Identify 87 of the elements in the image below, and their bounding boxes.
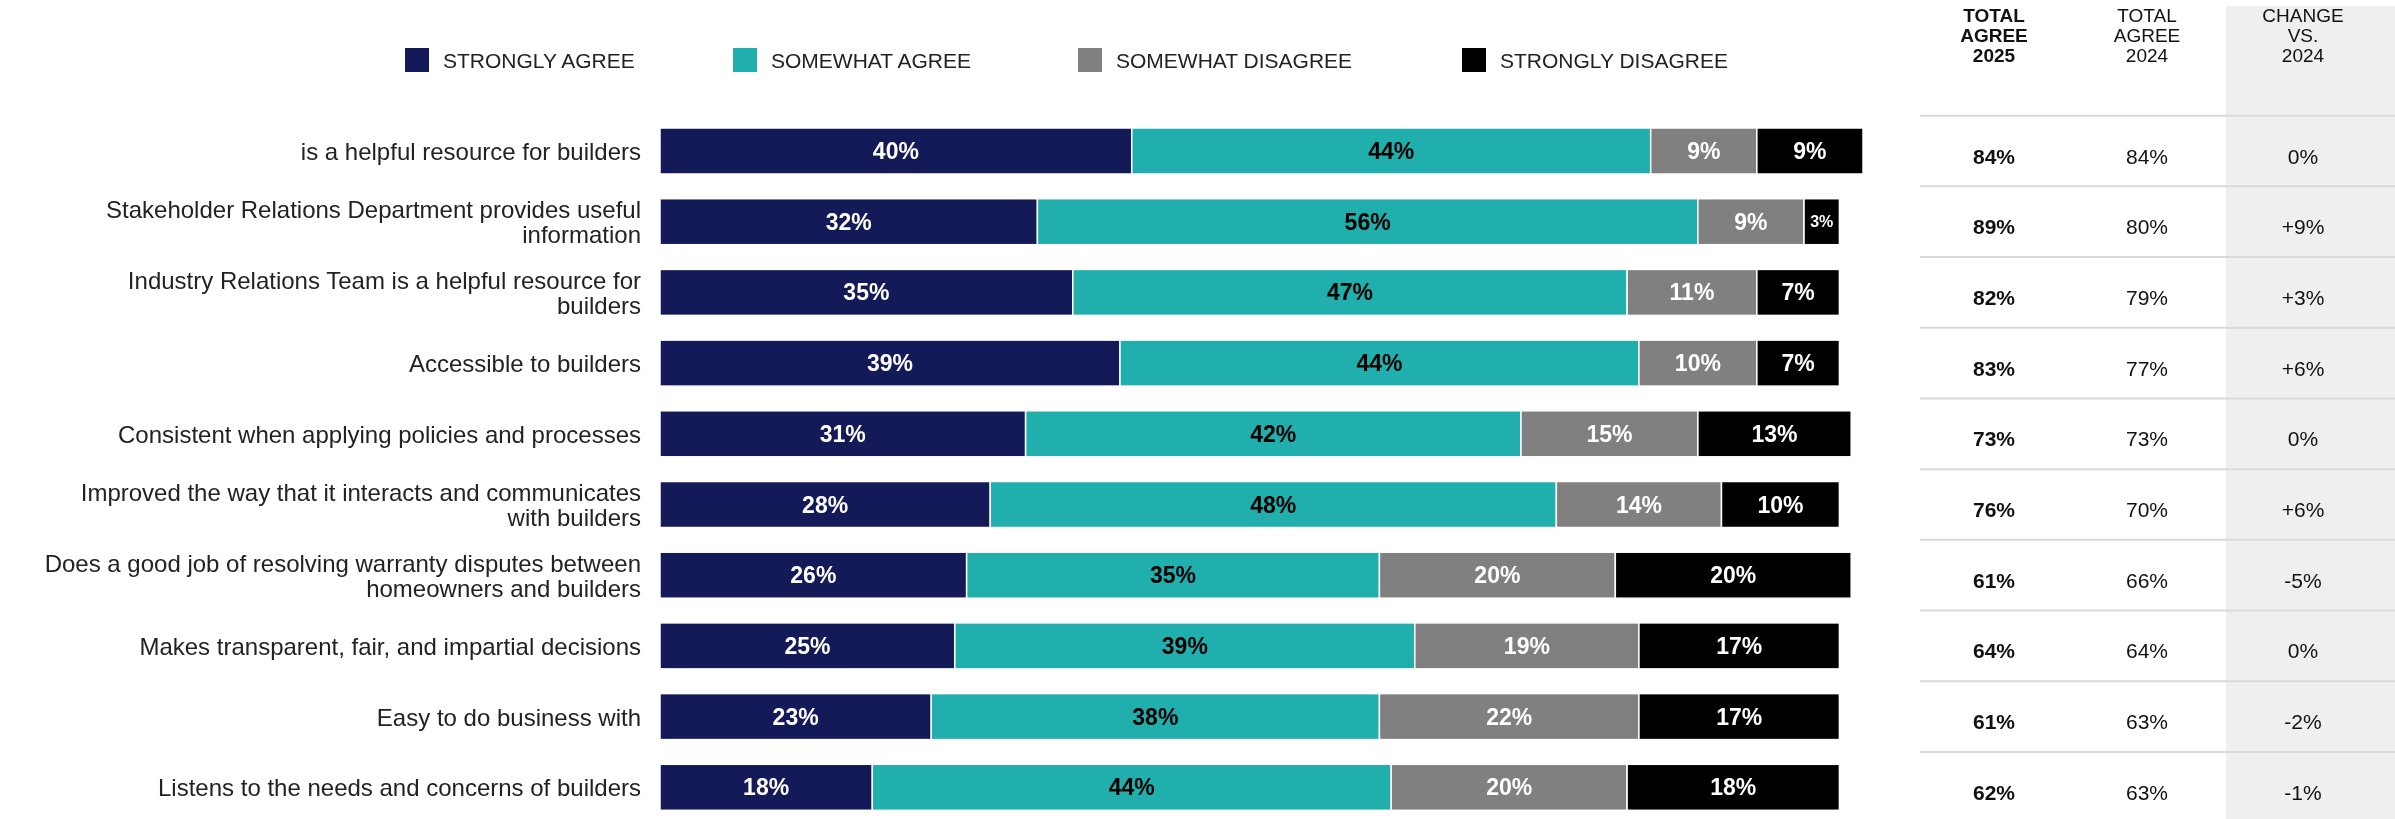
data-label: 15%: [1586, 420, 1633, 447]
y-tick-label: Does a good job of resolving warranty disputes between homeowners and builders: [44, 549, 641, 602]
text: 80%: [2125, 215, 2169, 239]
y-tick-label: Stakeholder Relations Department provides useful information: [106, 195, 641, 248]
data-label: 19%: [1503, 632, 1550, 659]
text: 89%: [1972, 215, 2016, 239]
text: 0%: [2287, 144, 2319, 168]
data-label: 14%: [1615, 491, 1662, 518]
data-label: 10%: [1674, 350, 1721, 377]
data-label: 28%: [802, 491, 849, 518]
data-label: 56%: [1344, 208, 1391, 235]
data-label: 22%: [1486, 703, 1533, 730]
text: 82%: [1972, 285, 2016, 309]
y-tick-label: Industry Relations Team is a helpful resource for builders: [127, 266, 642, 319]
y-tick-label: Improved the way that it interacts and communicates with builders: [80, 478, 641, 531]
data-label: 9%: [1734, 208, 1768, 235]
text: 61%: [1972, 710, 2016, 734]
data-label: 42%: [1250, 420, 1297, 447]
text: 70%: [2125, 498, 2169, 521]
data-label: 47%: [1326, 279, 1373, 306]
data-label: 11%: [1669, 279, 1715, 306]
legend-label: STRONGLY DISAGREE: [1500, 48, 1728, 72]
data-label: 44%: [1108, 774, 1155, 801]
text: 83%: [1972, 356, 2016, 380]
data-label: 20%: [1710, 562, 1757, 589]
data-label: 9%: [1687, 138, 1721, 164]
data-label: 35%: [1150, 562, 1197, 589]
data-label: 39%: [1161, 632, 1208, 659]
text: 0%: [2287, 427, 2319, 451]
data-label: 32%: [825, 208, 872, 235]
data-label: 18%: [1710, 774, 1757, 801]
y-tick-label: is a helpful resource for builders: [300, 137, 641, 165]
data-label: 3%: [1810, 213, 1834, 231]
text: TOTAL AGREE 2024: [2113, 5, 2181, 66]
data-label: 7%: [1781, 350, 1815, 377]
text: 76%: [1972, 498, 2016, 521]
text: CHANGE VS. 2024: [2262, 5, 2344, 66]
data-label: 48%: [1250, 491, 1297, 518]
text: 79%: [2125, 285, 2169, 309]
data-label: 44%: [1356, 350, 1403, 377]
legend-label: SOMEWHAT DISAGREE: [1116, 48, 1353, 72]
text: -1%: [2284, 780, 2322, 804]
text: 62%: [1972, 780, 2016, 804]
text: 63%: [2125, 710, 2169, 734]
text: +9%: [2281, 215, 2325, 239]
text: -2%: [2284, 710, 2322, 734]
text: +6%: [2281, 498, 2325, 521]
data-label: 35%: [843, 279, 890, 306]
text: +6%: [2281, 356, 2325, 380]
y-tick-label: Listens to the needs and concerns of builders: [158, 773, 641, 801]
text: -5%: [2284, 568, 2322, 592]
text: 84%: [2125, 144, 2169, 168]
text: 64%: [2125, 639, 2169, 663]
text: 64%: [1972, 639, 2016, 663]
data-label: 39%: [866, 350, 914, 377]
y-tick-label: Accessible to builders: [408, 349, 641, 377]
text: +3%: [2281, 285, 2325, 309]
text: 0%: [2287, 639, 2319, 663]
data-label: 26%: [790, 562, 837, 589]
legend-label: SOMEWHAT AGREE: [771, 48, 971, 72]
data-label: 17%: [1716, 703, 1763, 730]
text: 84%: [1972, 144, 2016, 168]
text: 73%: [1972, 427, 2016, 451]
text: 77%: [2125, 356, 2169, 380]
data-label: 9%: [1793, 138, 1827, 164]
text: 73%: [2125, 427, 2169, 451]
text: 61%: [1972, 568, 2016, 592]
data-label: 17%: [1716, 632, 1763, 659]
data-label: 40%: [872, 138, 919, 164]
y-tick-label: Easy to do business with: [376, 703, 641, 731]
data-label: 20%: [1474, 562, 1521, 589]
data-label: 44%: [1368, 138, 1415, 164]
data-label: 31%: [819, 420, 866, 447]
data-label: 23%: [772, 703, 819, 730]
data-label: 10%: [1757, 491, 1804, 518]
data-label: 7%: [1781, 279, 1815, 306]
data-label: 18%: [743, 774, 790, 801]
text: 63%: [2125, 780, 2169, 804]
data-label: 20%: [1486, 774, 1533, 801]
text: 66%: [2125, 568, 2169, 592]
text: TOTAL AGREE 2025: [1960, 5, 2028, 66]
y-tick-label: Makes transparent, fair, and impartial decisions: [139, 632, 641, 660]
legend-label: STRONGLY AGREE: [443, 48, 635, 72]
data-label: 13%: [1751, 420, 1798, 447]
data-label: 25%: [784, 632, 831, 659]
data-label: 38%: [1132, 703, 1179, 730]
y-tick-label: Consistent when applying policies and processes: [118, 420, 641, 448]
